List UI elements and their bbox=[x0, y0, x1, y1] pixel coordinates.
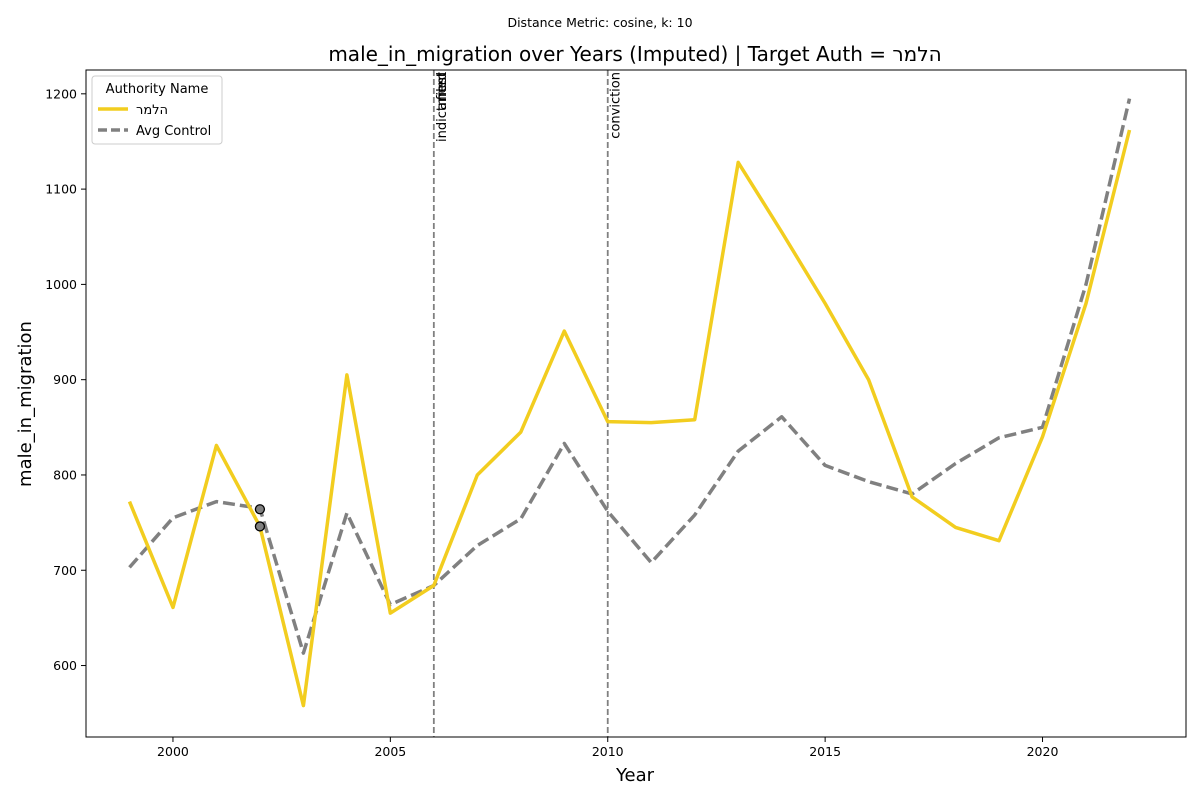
event-label: conviction bbox=[609, 72, 624, 139]
legend-label-control: Avg Control bbox=[136, 124, 211, 139]
series-line-avg-control bbox=[128, 98, 1132, 655]
x-axis-label: Year bbox=[615, 765, 655, 786]
y-tick-label: 700 bbox=[53, 563, 77, 578]
x-tick-label: 2005 bbox=[374, 744, 406, 759]
data-point-marker bbox=[254, 504, 266, 515]
legend-box bbox=[91, 75, 223, 145]
x-tick-label: 2015 bbox=[809, 744, 841, 759]
y-tick-label: 800 bbox=[53, 467, 77, 482]
y-axis-label: male_in_migration bbox=[15, 321, 36, 487]
y-axis: 600 700 800 900 1000 1100 1200 bbox=[45, 86, 86, 673]
y-tick-label: 1200 bbox=[45, 86, 77, 101]
x-tick-label: 2020 bbox=[1027, 744, 1059, 759]
y-tick-label: 1100 bbox=[45, 182, 77, 197]
y-tick-label: 600 bbox=[53, 658, 77, 673]
legend-title: Authority Name bbox=[106, 82, 209, 97]
x-axis: 2000 2005 2010 2015 2020 bbox=[157, 737, 1058, 759]
legend-label-target: הלמר bbox=[136, 103, 168, 118]
chart-title: male_in_migration over Years (Imputed) |… bbox=[328, 42, 941, 66]
data-point-marker bbox=[254, 521, 266, 532]
chart-suptitle: Distance Metric: cosine, k: 10 bbox=[507, 15, 692, 30]
y-tick-label: 900 bbox=[53, 372, 77, 387]
event-label: arrest bbox=[435, 72, 450, 110]
y-tick-label: 1000 bbox=[45, 277, 77, 292]
x-tick-label: 2010 bbox=[592, 744, 624, 759]
x-tick-label: 2000 bbox=[157, 744, 189, 759]
legend: Authority Name הלמר Avg Control bbox=[91, 75, 223, 145]
event-label: filed bbox=[435, 72, 450, 100]
series-line-target bbox=[127, 129, 1132, 708]
event-label: indictment bbox=[435, 72, 450, 142]
plot-area bbox=[85, 69, 1187, 738]
